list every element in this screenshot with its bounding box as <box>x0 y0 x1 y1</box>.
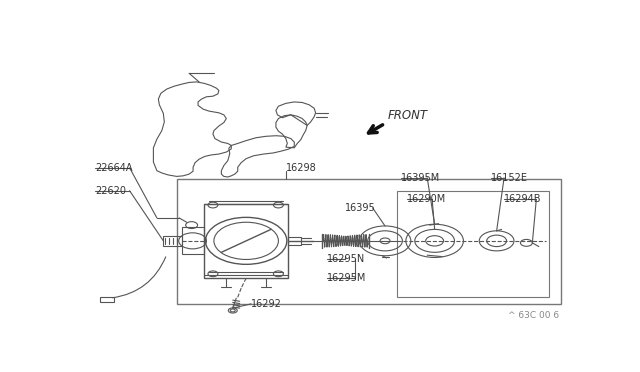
Text: 16395: 16395 <box>346 203 376 213</box>
Text: FRONT: FRONT <box>388 109 428 122</box>
Text: ^ 63C 00 6: ^ 63C 00 6 <box>508 311 559 320</box>
Bar <box>163 236 182 246</box>
Text: 16298: 16298 <box>286 163 317 173</box>
Bar <box>204 203 289 278</box>
Text: 22620: 22620 <box>95 186 126 196</box>
Text: 16295N: 16295N <box>326 254 365 264</box>
Text: 16395M: 16395M <box>401 173 441 183</box>
Text: 16290M: 16290M <box>408 194 447 204</box>
Bar <box>177 179 561 304</box>
Bar <box>100 297 114 302</box>
Text: 22664A: 22664A <box>95 163 132 173</box>
Bar <box>397 191 548 297</box>
Text: 16295M: 16295M <box>326 273 366 283</box>
Text: 16292: 16292 <box>251 299 282 309</box>
Text: 16152E: 16152E <box>491 173 528 183</box>
Bar <box>182 227 204 254</box>
Bar <box>288 237 301 245</box>
Text: 16294B: 16294B <box>504 194 541 204</box>
